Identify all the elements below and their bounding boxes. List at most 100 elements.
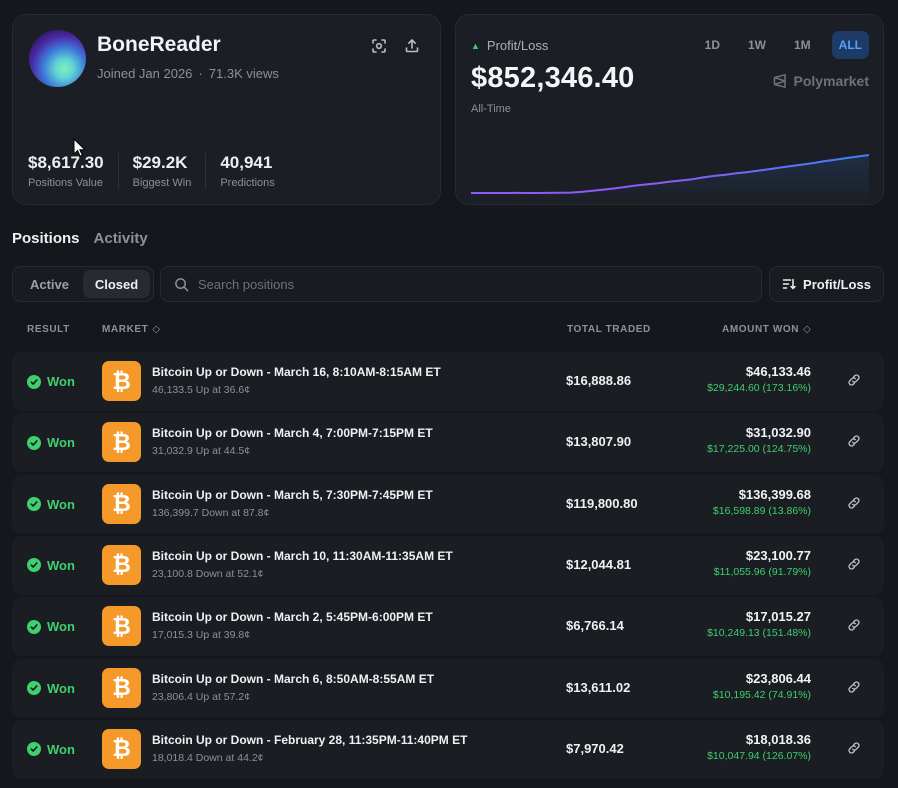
market-detail: 23,806.4 Up at 57.2¢ — [152, 690, 251, 703]
total-traded: $12,044.81 — [566, 556, 632, 572]
stat-predictions: 40,941 Predictions — [220, 153, 288, 189]
link-icon[interactable] — [847, 680, 863, 696]
table-row[interactable]: Won ₿ Bitcoin Up or Down - February 28, … — [12, 719, 884, 779]
result-label: Won — [47, 557, 75, 573]
range-tab-1w[interactable]: 1W — [748, 38, 766, 52]
market-title[interactable]: Bitcoin Up or Down - February 28, 11:35P… — [152, 732, 468, 747]
search-input[interactable] — [198, 276, 738, 292]
header-total-traded[interactable]: TOTAL TRADED — [567, 324, 651, 335]
link-icon[interactable] — [847, 741, 863, 757]
position-status-toggle: Active Closed — [12, 266, 154, 302]
header-won-label: AMOUNT WON — [722, 324, 800, 335]
header-amount-won[interactable]: AMOUNT WON ◇ — [722, 324, 811, 335]
table-row[interactable]: Won ₿ Bitcoin Up or Down - March 2, 5:45… — [12, 597, 884, 657]
amount-won-value: $136,399.68 — [738, 486, 811, 502]
search-icon — [175, 277, 189, 291]
bitcoin-icon: ₿ — [102, 361, 141, 401]
toggle-active[interactable]: Active — [29, 276, 70, 292]
amount-won: $136,399.68 $16,598.89 (13.86%) — [713, 487, 811, 517]
meta-separator: · — [198, 66, 203, 81]
result-label: Won — [47, 680, 75, 696]
amount-won-gain: $16,598.89 (13.86%) — [712, 504, 811, 517]
pnl-value: $852,346.40 — [471, 62, 635, 94]
link-icon[interactable] — [847, 557, 863, 573]
result-label: Won — [47, 374, 75, 389]
table-row[interactable]: Won ₿ Bitcoin Up or Down - March 5, 7:30… — [12, 474, 884, 534]
amount-won-value: $18,018.36 — [745, 731, 811, 747]
total-traded: $6,766.14 — [566, 618, 624, 634]
market-title[interactable]: Bitcoin Up or Down - March 6, 8:50AM-8:5… — [152, 671, 435, 686]
table-row[interactable]: Won ₿ Bitcoin Up or Down - March 16, 8:1… — [12, 352, 884, 411]
polymarket-brand: Polymarket — [772, 73, 869, 89]
stat-value: 40,941 — [220, 153, 273, 172]
tab-positions[interactable]: Positions — [12, 230, 80, 247]
result-badge: Won — [27, 497, 75, 512]
share-icon[interactable] — [403, 37, 421, 55]
check-circle-icon — [27, 435, 41, 450]
username: BoneReader — [97, 33, 221, 56]
toggle-closed[interactable]: Closed — [83, 270, 150, 298]
pnl-label-text: Profit/Loss — [486, 38, 549, 53]
link-icon[interactable] — [847, 373, 863, 389]
stat-label: Predictions — [220, 177, 275, 189]
stat-value: $8,617.30 — [28, 153, 104, 172]
result-badge: Won — [27, 742, 75, 757]
range-tab-all[interactable]: ALL — [831, 31, 869, 59]
sort-label: Profit/Loss — [803, 276, 871, 292]
check-circle-icon — [27, 742, 41, 757]
bitcoin-icon: ₿ — [102, 728, 141, 769]
view-count: 71.3K views — [208, 66, 279, 81]
bitcoin-icon: ₿ — [102, 544, 141, 585]
avatar[interactable] — [29, 30, 86, 87]
amount-won: $23,806.44 $10,195.42 (74.91%) — [713, 671, 811, 701]
bitcoin-icon: ₿ — [102, 606, 141, 647]
result-label: Won — [47, 496, 75, 512]
amount-won-gain: $10,195.42 (74.91%) — [712, 688, 811, 701]
table-row[interactable]: Won ₿ Bitcoin Up or Down - March 4, 7:00… — [12, 413, 884, 473]
header-result[interactable]: RESULT — [27, 324, 70, 335]
up-triangle-icon: ▲ — [471, 40, 480, 51]
range-tab-1d[interactable]: 1D — [704, 38, 720, 52]
amount-won-value: $31,032.90 — [745, 425, 811, 441]
amount-won: $31,032.90 $17,225.00 (124.75%) — [707, 425, 811, 455]
mouse-cursor-icon — [73, 138, 85, 157]
pnl-label: ▲ Profit/Loss — [471, 38, 548, 53]
total-traded: $16,888.86 — [566, 373, 632, 388]
link-icon[interactable] — [847, 618, 863, 634]
amount-won-gain: $10,047.94 (126.07%) — [707, 749, 811, 762]
profile-meta: Joined Jan 2026 · 71.3K views — [97, 66, 279, 81]
tab-activity[interactable]: Activity — [93, 230, 148, 247]
market-detail: 23,100.8 Down at 52.1¢ — [152, 567, 264, 580]
stat-label: Biggest Win — [132, 177, 192, 189]
check-circle-icon — [27, 374, 41, 389]
result-badge: Won — [27, 558, 75, 573]
market-title[interactable]: Bitcoin Up or Down - March 16, 8:10AM-8:… — [152, 365, 441, 379]
stat-value: $29.2K — [132, 153, 188, 172]
sort-diamond-icon: ◇ — [803, 324, 812, 335]
link-icon[interactable] — [847, 434, 863, 450]
table-row[interactable]: Won ₿ Bitcoin Up or Down - March 10, 11:… — [12, 535, 884, 595]
market-title[interactable]: Bitcoin Up or Down - March 5, 7:30PM-7:4… — [152, 487, 433, 502]
market-title[interactable]: Bitcoin Up or Down - March 2, 5:45PM-6:0… — [152, 610, 433, 625]
result-label: Won — [47, 741, 75, 757]
table-row[interactable]: Won ₿ Bitcoin Up or Down - March 6, 8:50… — [12, 658, 884, 718]
amount-won: $46,133.46 $29,244.60 (173.16%) — [707, 364, 811, 394]
bitcoin-icon: ₿ — [102, 422, 141, 463]
total-traded: $119,800.80 — [566, 495, 638, 511]
link-icon[interactable] — [847, 496, 863, 512]
amount-won-value: $46,133.46 — [745, 364, 811, 379]
amount-won: $18,018.36 $10,047.94 (126.07%) — [707, 732, 811, 762]
sort-button[interactable]: Profit/Loss — [769, 266, 884, 302]
joined-date: Joined Jan 2026 — [97, 66, 193, 81]
page-tabs: Positions Activity — [12, 230, 162, 247]
header-market[interactable]: MARKET ◇ — [102, 324, 161, 335]
scan-icon[interactable] — [370, 37, 388, 55]
check-circle-icon — [27, 497, 41, 512]
sort-diamond-icon: ◇ — [152, 324, 161, 335]
result-label: Won — [47, 435, 75, 451]
result-badge: Won — [27, 435, 75, 450]
range-tab-1m[interactable]: 1M — [794, 38, 811, 52]
market-title[interactable]: Bitcoin Up or Down - March 4, 7:00PM-7:1… — [152, 426, 433, 441]
market-title[interactable]: Bitcoin Up or Down - March 10, 11:30AM-1… — [152, 548, 453, 563]
pnl-chart — [471, 154, 869, 204]
